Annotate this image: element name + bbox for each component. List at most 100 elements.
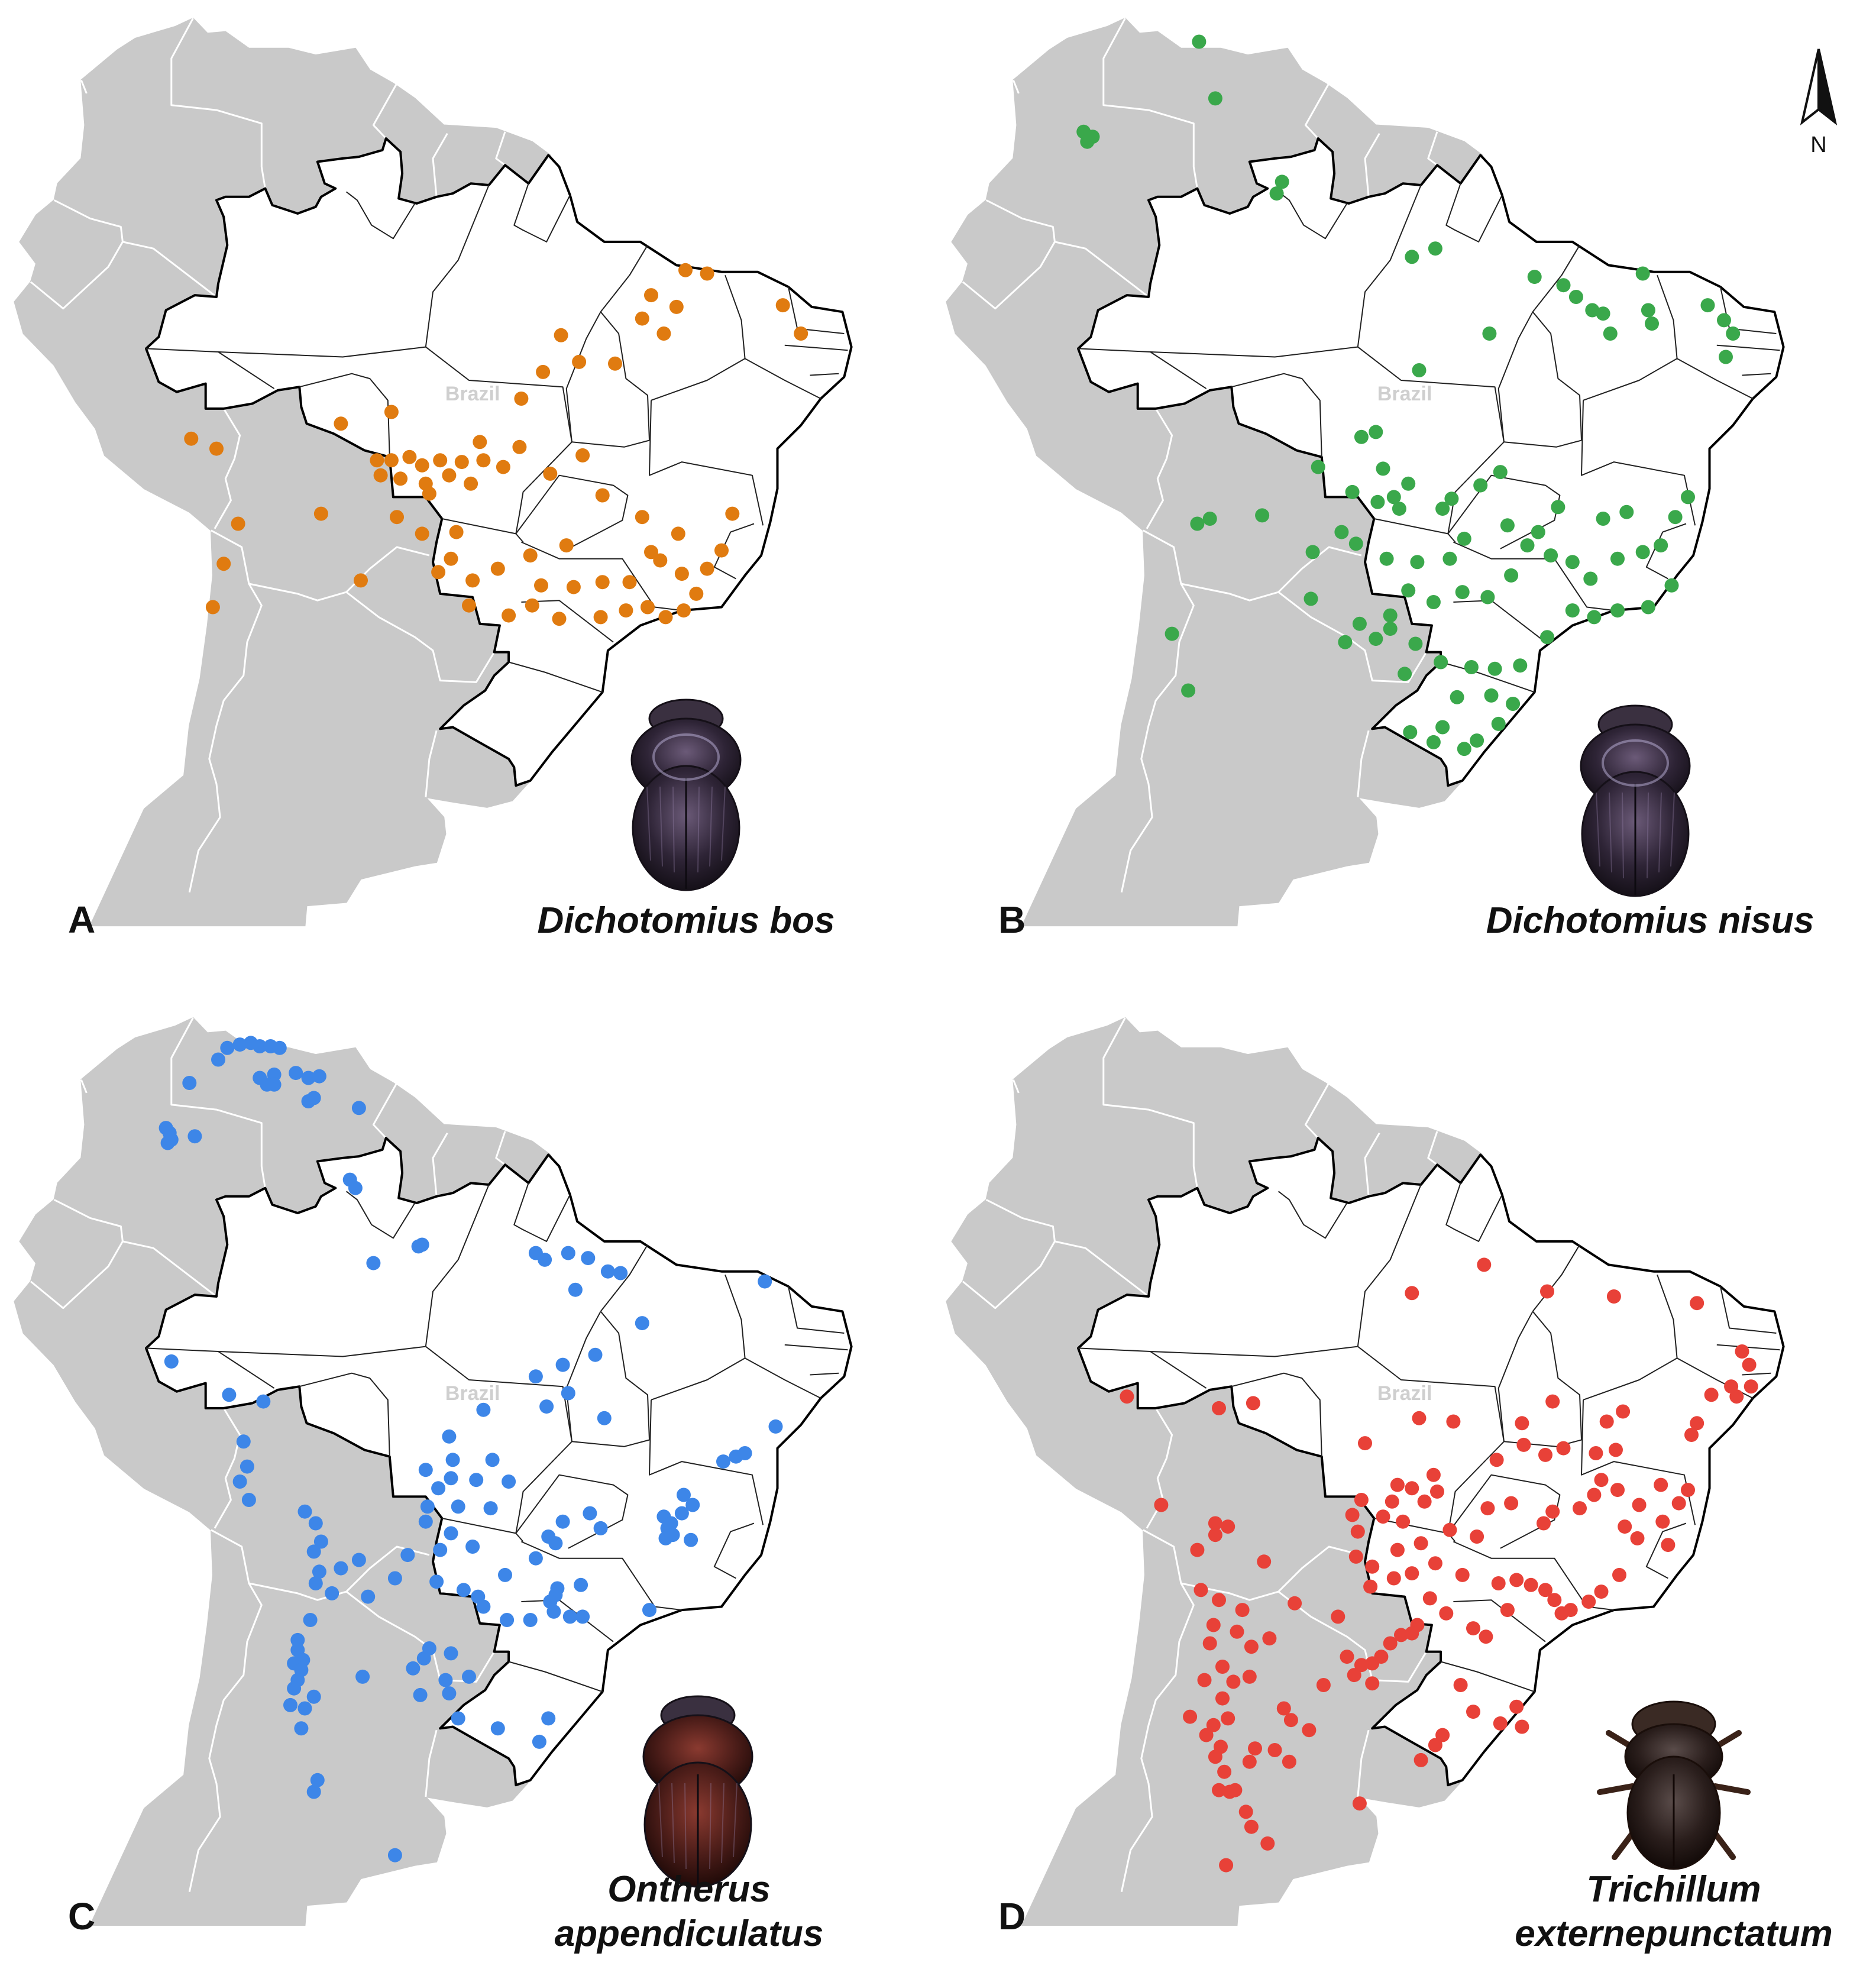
- north-arrow-right-icon: [1817, 48, 1838, 126]
- occurrence-point: [677, 603, 691, 618]
- occurrence-point: [1545, 1504, 1560, 1519]
- occurrence-point: [608, 356, 622, 371]
- occurrence-point: [1524, 1577, 1538, 1592]
- occurrence-point: [418, 1463, 433, 1477]
- occurrence-point: [1684, 1428, 1699, 1442]
- occurrence-point: [689, 586, 704, 601]
- occurrence-point: [568, 1282, 583, 1297]
- occurrence-point: [1455, 1567, 1470, 1582]
- occurrence-point: [1583, 571, 1598, 586]
- occurrence-point: [677, 1488, 691, 1502]
- occurrence-point: [1446, 1414, 1461, 1429]
- occurrence-point: [700, 266, 714, 281]
- occurrence-point: [354, 573, 368, 588]
- occurrence-point: [685, 1498, 700, 1512]
- occurrence-point: [1540, 630, 1554, 645]
- occurrence-point: [1450, 690, 1464, 704]
- occurrence-point: [597, 1411, 612, 1425]
- occurrence-point: [1386, 1571, 1401, 1586]
- occurrence-point: [306, 1784, 321, 1799]
- occurrence-point: [1513, 658, 1528, 673]
- occurrence-point: [1500, 1603, 1515, 1618]
- occurrence-point: [575, 448, 590, 463]
- occurrence-point: [1405, 1481, 1419, 1496]
- occurrence-point: [462, 598, 476, 613]
- occurrence-point: [1491, 1576, 1506, 1590]
- occurrence-point: [536, 364, 551, 379]
- occurrence-point: [1690, 1416, 1704, 1431]
- occurrence-point: [1206, 1718, 1221, 1732]
- occurrence-point: [1192, 34, 1207, 49]
- occurrence-point: [1470, 1529, 1484, 1544]
- occurrence-point: [416, 1651, 431, 1666]
- beetle-dichotomius-nisus-photo: [1580, 704, 1691, 897]
- occurrence-point: [287, 1681, 302, 1696]
- occurrence-point: [1244, 1819, 1259, 1834]
- occurrence-point: [1470, 733, 1484, 748]
- occurrence-point: [528, 1551, 543, 1566]
- occurrence-point: [294, 1721, 309, 1736]
- panel-letter-a: A: [68, 898, 95, 941]
- occurrence-point: [290, 1632, 305, 1647]
- occurrence-point: [485, 1453, 500, 1467]
- occurrence-point: [1547, 1593, 1562, 1608]
- occurrence-records: [159, 1036, 783, 1862]
- occurrence-point: [635, 510, 649, 525]
- occurrence-point: [1348, 1549, 1363, 1564]
- occurrence-point: [1556, 1441, 1571, 1456]
- occurrence-point: [1417, 1494, 1432, 1509]
- occurrence-point: [1540, 1284, 1554, 1299]
- occurrence-point: [714, 543, 729, 558]
- north-arrow: N: [1800, 48, 1838, 157]
- occurrence-point: [678, 263, 693, 277]
- occurrence-point: [306, 1544, 321, 1559]
- occurrence-point: [465, 573, 480, 588]
- occurrence-point: [1283, 1713, 1298, 1728]
- occurrence-point: [1352, 616, 1367, 631]
- occurrence-point: [1641, 600, 1655, 615]
- occurrence-point: [775, 298, 790, 313]
- occurrence-point: [1457, 742, 1471, 756]
- occurrence-point: [561, 1386, 575, 1401]
- occurrence-point: [738, 1446, 752, 1460]
- occurrence-point: [390, 510, 404, 525]
- occurrence-point: [555, 1357, 570, 1372]
- occurrence-point: [351, 1101, 366, 1115]
- occurrence-point: [1221, 1519, 1235, 1534]
- occurrence-point: [725, 506, 740, 521]
- occurrence-point: [1599, 1414, 1614, 1429]
- occurrence-point: [366, 1256, 381, 1270]
- occurrence-point: [442, 468, 457, 483]
- occurrence-point: [1587, 1488, 1602, 1502]
- occurrence-point: [656, 326, 671, 341]
- brazil-state-borders: [145, 1182, 848, 1693]
- occurrence-point: [1671, 1496, 1686, 1511]
- occurrence-point: [1603, 326, 1618, 341]
- occurrence-point: [1681, 1483, 1695, 1498]
- occurrence-point: [1354, 1658, 1369, 1673]
- occurrence-point: [1369, 632, 1383, 646]
- occurrence-point: [1661, 1538, 1676, 1553]
- occurrence-point: [211, 1052, 225, 1067]
- occurrence-point: [334, 416, 348, 431]
- occurrence-point: [184, 431, 199, 446]
- occurrence-point: [600, 1264, 615, 1279]
- occurrence-point: [1742, 1357, 1757, 1372]
- occurrence-point: [267, 1067, 282, 1082]
- occurrence-point: [1439, 1606, 1454, 1621]
- occurrence-point: [1610, 551, 1625, 566]
- occurrence-point: [1354, 1493, 1369, 1507]
- occurrence-point: [283, 1697, 297, 1712]
- occurrence-point: [512, 439, 527, 454]
- occurrence-point: [613, 1266, 628, 1280]
- occurrence-point: [1430, 1484, 1444, 1499]
- occurrence-point: [348, 1181, 363, 1195]
- occurrence-point: [1610, 603, 1625, 618]
- occurrence-point: [1435, 1728, 1450, 1742]
- occurrence-point: [1477, 1257, 1492, 1272]
- occurrence-point: [476, 1402, 491, 1417]
- occurrence-point: [1208, 91, 1222, 106]
- map-panel-a: Brazil: [14, 17, 853, 927]
- occurrence-point: [334, 1561, 348, 1576]
- occurrence-point: [310, 1773, 325, 1787]
